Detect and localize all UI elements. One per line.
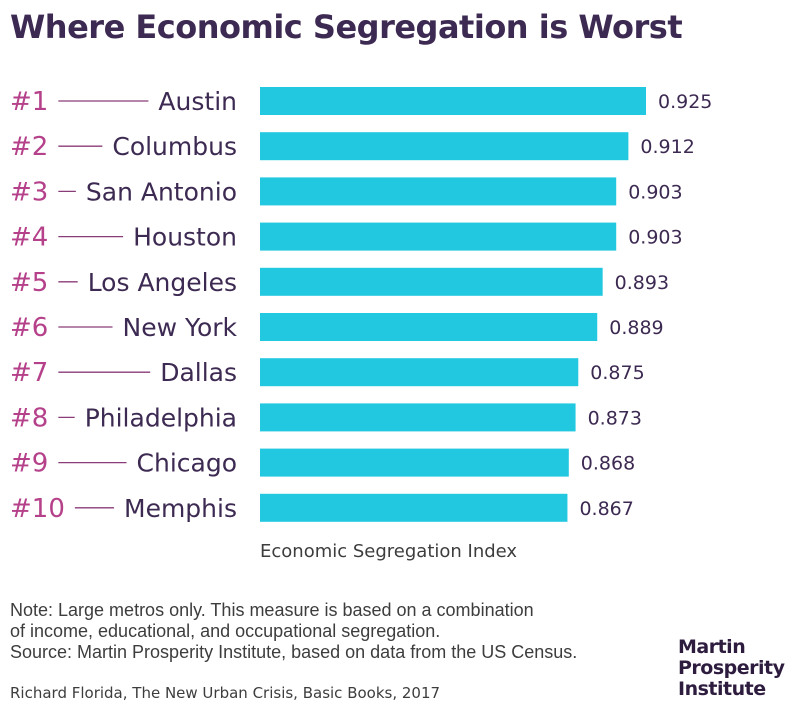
bar (260, 448, 569, 477)
value-label: 0.868 (581, 453, 635, 475)
city-label: New York (123, 313, 238, 342)
rank-label: #9 (10, 449, 48, 479)
value-label: 0.912 (640, 136, 694, 158)
logo-line-2: Prosperity (678, 657, 785, 679)
value-label: 0.873 (588, 407, 642, 429)
logo-line-1: Martin (678, 636, 746, 658)
value-label: 0.893 (615, 272, 669, 294)
rank-label: #3 (10, 177, 48, 207)
bar (260, 87, 646, 115)
city-label: Philadelphia (85, 403, 237, 432)
bar (260, 222, 617, 251)
city-label: Los Angeles (88, 268, 237, 297)
source-line: Source: Martin Prosperity Institute, bas… (10, 642, 578, 662)
city-label: Chicago (137, 449, 237, 478)
rank-label: #7 (10, 358, 48, 388)
bar (260, 493, 568, 522)
rank-label: #5 (10, 268, 48, 298)
city-label: Dallas (160, 358, 237, 387)
rank-label: #1 (10, 87, 48, 117)
chart-title: Where Economic Segregation is Worst (10, 8, 683, 46)
rank-label: #6 (10, 313, 48, 343)
logo-line-3: Institute (678, 678, 766, 700)
city-label: Memphis (124, 494, 237, 523)
city-label: Austin (158, 87, 237, 116)
city-label: Houston (133, 223, 237, 252)
chart-note: Note: Large metros only. This measure is… (10, 600, 577, 663)
value-label: 0.875 (590, 362, 644, 384)
value-label: 0.867 (579, 498, 633, 520)
note-line-2: of income, educational, and occupational… (10, 621, 441, 641)
note-line-1: Note: Large metros only. This measure is… (10, 600, 534, 620)
martin-prosperity-institute-logo: Martin Prosperity Institute (678, 637, 785, 700)
rank-label: #2 (10, 132, 48, 162)
rank-label: #8 (10, 403, 48, 433)
rank-label: #4 (10, 223, 48, 253)
bar (260, 403, 576, 432)
value-label: 0.889 (609, 317, 663, 339)
bar (260, 132, 629, 161)
book-credit: Richard Florida, The New Urban Crisis, B… (10, 684, 441, 702)
city-label: Columbus (112, 132, 237, 161)
bar (260, 267, 603, 296)
value-label: 0.925 (658, 91, 712, 113)
bar (260, 358, 579, 387)
city-label: San Antonio (86, 177, 237, 206)
x-axis-label: Economic Segregation Index (260, 541, 517, 562)
bar (260, 177, 617, 206)
bar (260, 313, 598, 341)
rank-label: #10 (10, 494, 65, 524)
value-label: 0.903 (628, 181, 682, 203)
bar-chart: #1 Austin 0.925 #2 Columbus 0.912 #3 San Antoni… (10, 87, 712, 562)
value-label: 0.903 (628, 227, 682, 249)
